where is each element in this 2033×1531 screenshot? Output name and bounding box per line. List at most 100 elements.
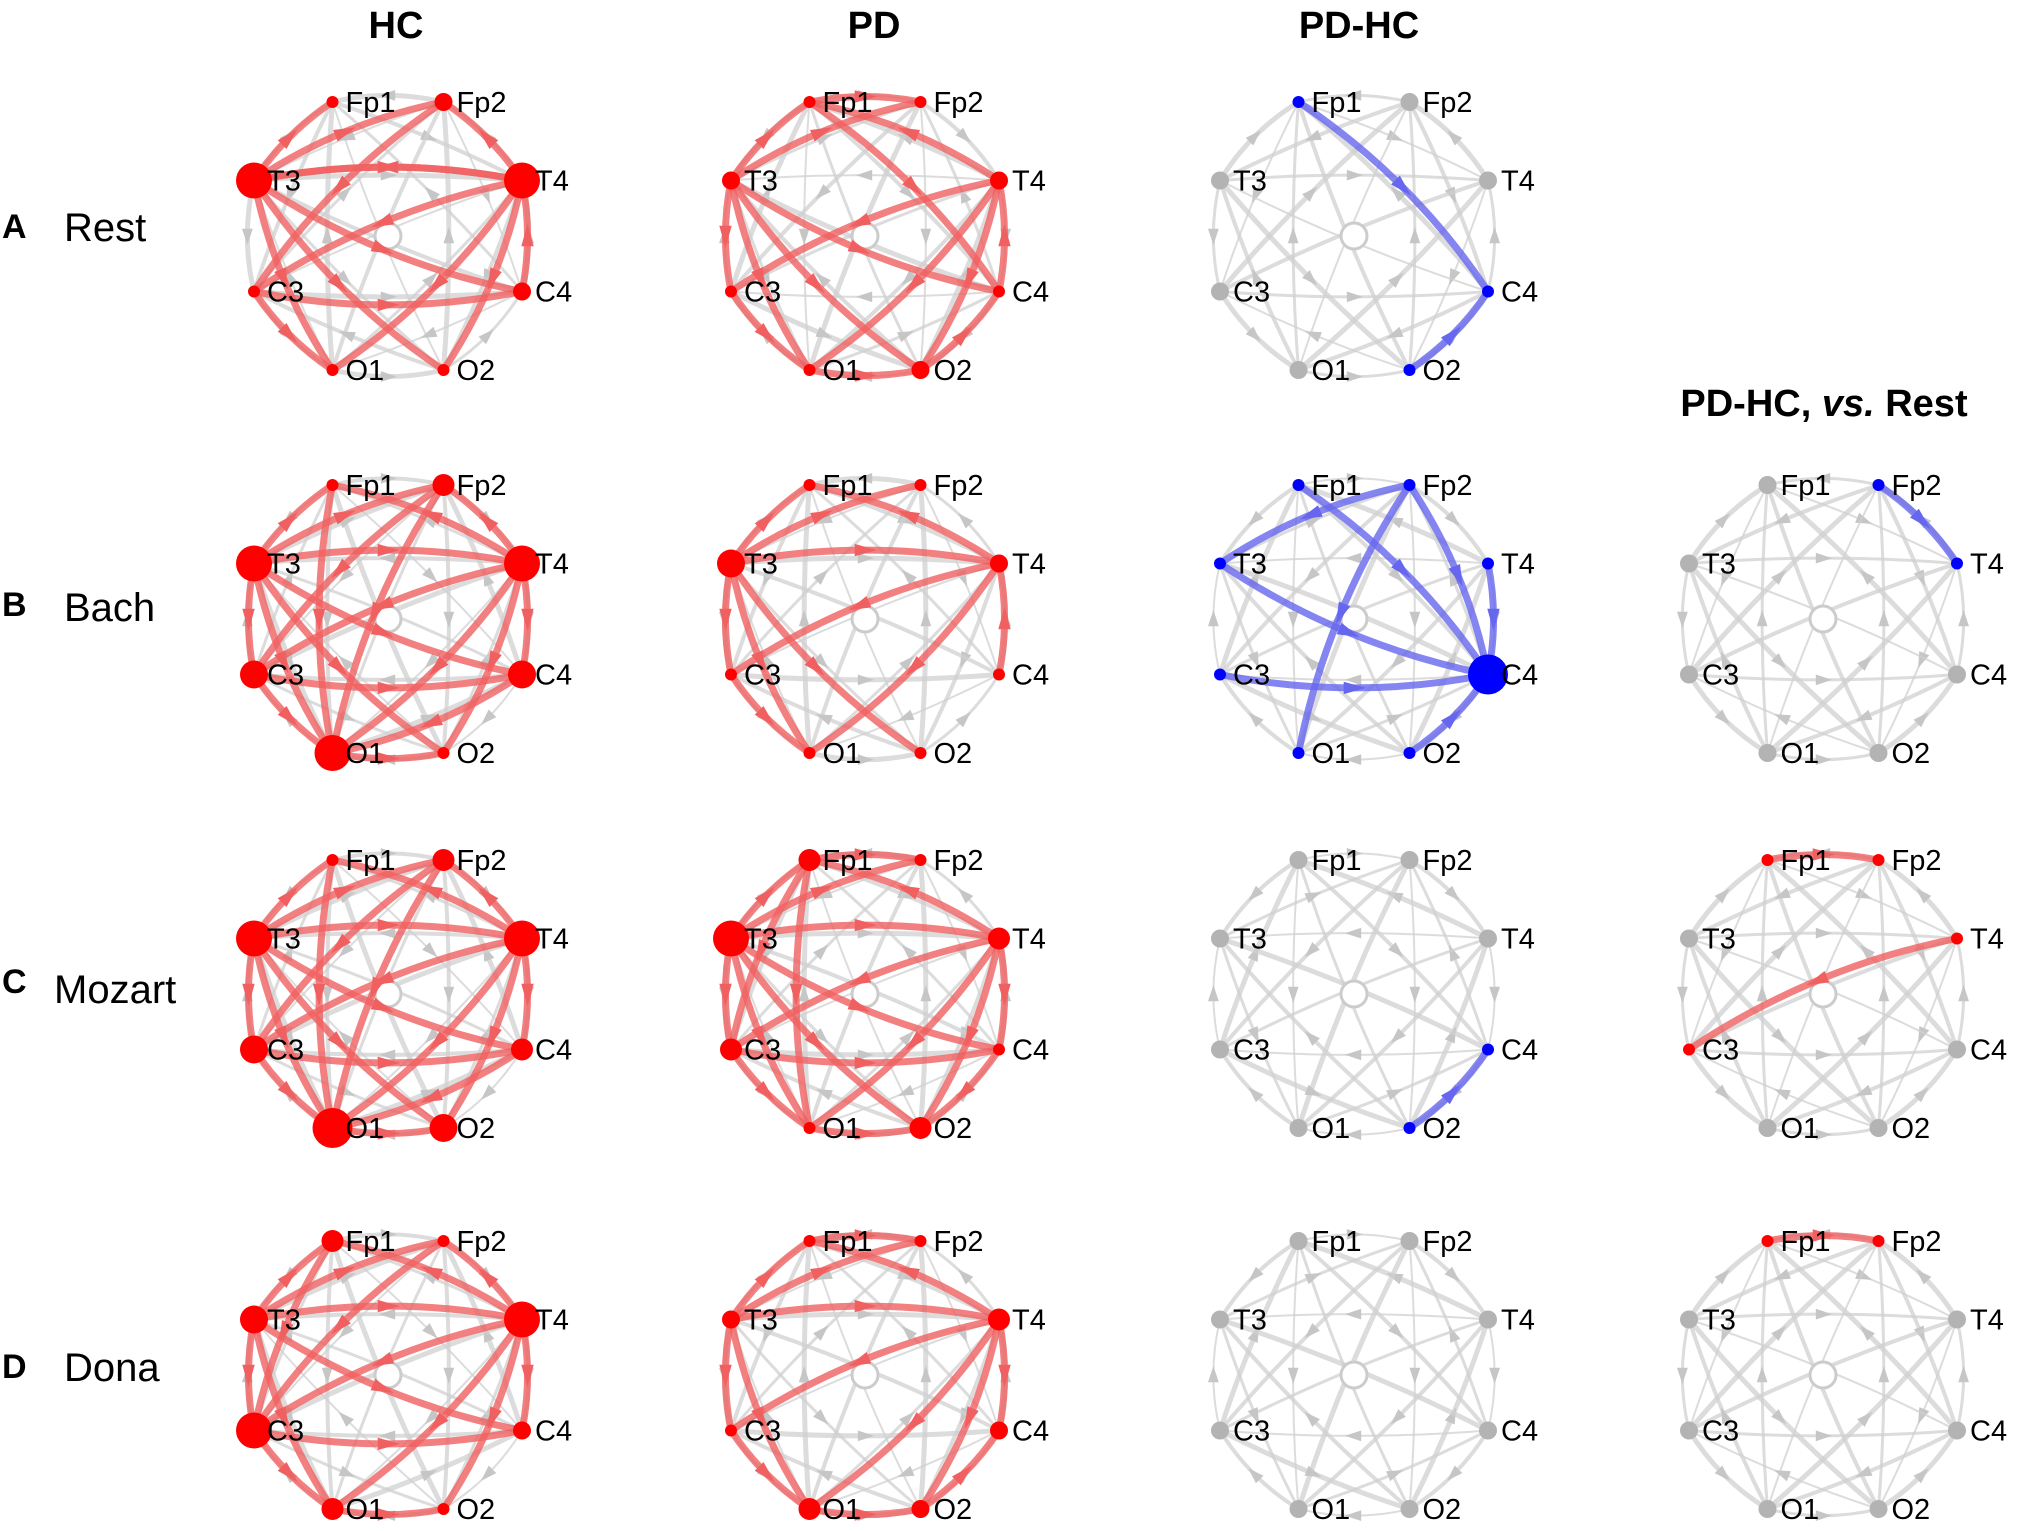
node-C3 — [725, 285, 737, 298]
bg-arrow-O2-C3 — [815, 1470, 833, 1482]
node-Fp1 — [326, 854, 339, 866]
node-T3 — [240, 1305, 268, 1334]
node-C4 — [1479, 1421, 1497, 1440]
network-panel-r2-c1: Fp1 Fp2 T4 C4 O2 O1 C3 T3 — [713, 845, 1049, 1145]
edge-arrow-Fp1-to-C4 — [902, 175, 923, 196]
label-Fp1: Fp1 — [1781, 470, 1831, 502]
label-C3: C3 — [267, 1416, 304, 1448]
node-C3 — [1211, 1421, 1229, 1440]
edge-arrow-C4-to-O1 — [420, 713, 443, 728]
label-O2: O2 — [934, 1113, 973, 1145]
bg-arrow-Fp2-T3 — [1304, 129, 1322, 141]
bg-arrow-Fp1-O1 — [1756, 610, 1768, 627]
bg-arrow-Fp2-O2 — [920, 1366, 932, 1383]
bg-arrow-C4-O1 — [1386, 1470, 1404, 1482]
edge-arrow-T3-to-Fp1 — [754, 128, 775, 149]
node-O1 — [1289, 1119, 1308, 1137]
bg-arrow-Fp2-C3 — [1771, 1325, 1787, 1341]
node-O2 — [1403, 1122, 1416, 1134]
node-O2 — [437, 364, 450, 376]
label-C3: C3 — [744, 1416, 781, 1448]
node-O1 — [1758, 1119, 1777, 1137]
bg-arrow-Fp2-O2 — [1878, 1366, 1890, 1383]
label-Fp1: Fp1 — [1312, 845, 1362, 877]
edge-arrow-T4-to-C3 — [848, 1352, 872, 1367]
edge-arrow-Fp1-to-Fp2 — [854, 90, 877, 103]
highlighted-edges — [719, 481, 1011, 757]
bg-arrow-Fp2-O2 — [1878, 985, 1890, 1002]
bg-arrow-C3-T3 — [1208, 610, 1219, 627]
bg-arrow-C4-O2 — [1913, 712, 1929, 728]
label-C4: C4 — [1501, 1035, 1538, 1067]
node-T3 — [236, 162, 272, 199]
bg-arrow-C4-C3 — [379, 674, 396, 686]
edge-arrow-O1-to-O2 — [854, 1127, 877, 1140]
edge-arrow-T4-to-Fp1 — [897, 510, 920, 525]
bg-arrow-Fp2-T3 — [1773, 512, 1791, 524]
bg-arrow-O2-O1 — [1345, 1129, 1362, 1140]
node-C3 — [1680, 665, 1698, 684]
bg-arrow-C4-O1 — [420, 326, 438, 338]
node-C3 — [236, 1412, 272, 1449]
column-title-pd: PD — [848, 5, 901, 47]
node-Fp1 — [1292, 96, 1305, 108]
label-T3: T3 — [1233, 1305, 1267, 1337]
edge-arrow-T3-to-Fp1 — [277, 1267, 298, 1288]
bg-arrow-O1-C3 — [1248, 1087, 1264, 1103]
label-C4: C4 — [1501, 277, 1538, 309]
bg-arrow-T4-T3 — [857, 552, 874, 564]
bg-arrow-C4-O1 — [1386, 1089, 1404, 1101]
bg-arrow-Fp2-C3 — [1302, 186, 1318, 202]
edge-arrow-T4-to-Fp1 — [897, 1266, 920, 1281]
bg-arrow-O2-C3 — [815, 326, 833, 338]
row-labels: A Rest B Bach C Mozart D Dona — [2, 206, 176, 1390]
bg-arrow-O2-C3 — [815, 1089, 833, 1101]
highlighted-edges — [242, 856, 534, 1140]
bg-arrow-C3-T3 — [1208, 1366, 1219, 1383]
node-C4 — [990, 1421, 1008, 1440]
bg-arrow-T4-O1 — [424, 653, 440, 669]
edge-arrow-T4-to-Fp2 — [478, 886, 499, 907]
label-Fp1: Fp1 — [1781, 1226, 1831, 1258]
bg-arrow-T4-T3 — [379, 552, 396, 564]
edge-arrow-Fp2-to-T4 — [1910, 508, 1931, 529]
bg-arrow-Fp1-C4 — [422, 567, 438, 583]
label-C3: C3 — [1702, 1035, 1739, 1067]
bg-arrow-Fp2-C3 — [1304, 567, 1320, 583]
node-Fp2 — [914, 96, 927, 108]
bg-arrow-Fp1-T3 — [1248, 885, 1264, 901]
label-O1: O1 — [1312, 1494, 1351, 1526]
edge-arrow-T3-to-Fp1 — [754, 886, 775, 907]
edge-arrow-O1-to-O2 — [377, 752, 400, 765]
label-T3: T3 — [1233, 549, 1267, 581]
edge-arrow-Fp1-to-O1 — [312, 608, 326, 631]
label-C3: C3 — [744, 1035, 781, 1067]
highlighted-edges — [1406, 1046, 1492, 1132]
label-O1: O1 — [1781, 738, 1820, 770]
edge-arrow-T3-to-T4 — [854, 918, 877, 932]
edge-arrow-Fp1-to-C3 — [279, 1320, 294, 1343]
node-O1 — [321, 1498, 344, 1520]
label-O2: O2 — [457, 1113, 496, 1145]
bg-arrow-Fp1-C4 — [1859, 1325, 1875, 1341]
bg-arrow-C4-O2 — [1913, 1468, 1929, 1484]
bg-arrow-Fp2-C3 — [1771, 569, 1787, 585]
label-Fp1: Fp1 — [823, 87, 873, 119]
column-title-pd-hc-vs-rest: PD-HC, vs. Rest — [1680, 383, 1968, 425]
edge-arrow-T3-to-Fp2 — [810, 127, 833, 142]
bg-arrow-Fp1-Fp2 — [1346, 1229, 1363, 1240]
node-Fp1 — [798, 849, 821, 871]
bg-arrow-C4-O1 — [897, 331, 915, 343]
bg-arrow-O2-O1 — [1815, 754, 1832, 765]
bg-arrow-O2-C3 — [338, 331, 356, 343]
node-O2 — [911, 361, 930, 379]
label-O1: O1 — [1781, 1494, 1820, 1526]
bg-arrow-C4-C3 — [379, 1049, 396, 1061]
row-letter-b: B — [2, 586, 27, 624]
node-T3 — [1211, 929, 1229, 948]
edge-arrow-Fp2-to-O1 — [370, 601, 385, 625]
bg-arrow-C4-O1 — [897, 1084, 915, 1096]
network-panel-r3-c2: Fp1 Fp2 T4 C4 O2 O1 C3 T3 — [1208, 1226, 1538, 1526]
node-Fp1 — [803, 1235, 816, 1247]
bg-arrow-Fp2-O2 — [1409, 611, 1421, 628]
